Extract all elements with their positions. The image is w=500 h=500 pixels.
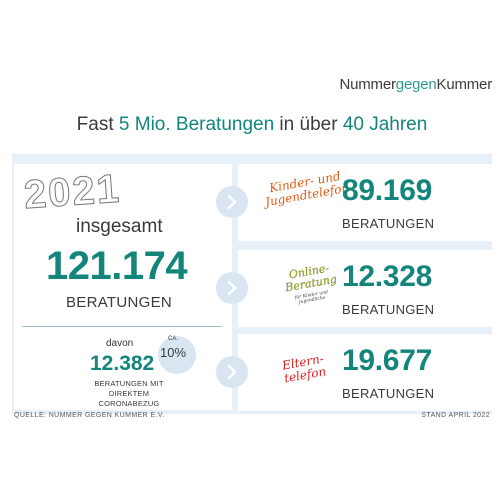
total-label: BERATUNGEN [66,294,173,311]
brand-part-2: gegen [395,76,437,93]
headline-text-1: Fast [76,114,119,135]
service-card-eltern: Eltern-telefon 19.677 BERATUNGEN [238,334,492,411]
davon-label: davon [106,338,134,349]
percent-value: 10% [160,345,187,360]
chevron-right-icon [216,186,248,218]
service-card-kinder: Kinder- und Jugendtelefon 89.169 BERATUN… [238,164,492,241]
brand-part-3: Kummer [436,76,493,93]
service-value: 89.169 [342,174,432,207]
year-label: 2021 [22,166,123,218]
corona-label: BERATUNGEN MIT DIREKTEM CORONABEZUG [94,379,164,408]
service-card-online: Online-Beratung für Kinder und Jugendlic… [238,250,492,327]
headline-text-2: in über [274,114,343,135]
brand-part-1: Nummer [339,76,396,93]
total-value: 121.174 [46,244,188,288]
service-label: BERATUNGEN [342,386,435,401]
service-name: Eltern-telefon [280,351,328,386]
chevron-right-icon [216,356,248,388]
service-value: 12.328 [342,260,432,293]
chevron-right-icon [216,272,248,304]
headline-highlight-2: 40 Jahren [342,114,428,135]
brand-logo: NummergegenKummer [339,76,492,93]
insgesamt-label: insgesamt [76,216,163,237]
headline-box: Fast 5 Mio. Beratungen in über 40 Jahren [12,96,492,156]
service-label: BERATUNGEN [342,302,435,317]
headline: Fast 5 Mio. Beratungen in über 40 Jahren [77,114,428,136]
summary-card: 2021 insgesamt 121.174 BERATUNGEN davon … [14,164,232,410]
source-note: QUELLE: NUMMER GEGEN KUMMER E.V. [14,412,165,419]
date-note: STAND APRIL 2022 [421,412,490,419]
divider [22,326,222,327]
ca-label: CA. [168,336,179,342]
headline-highlight-1: 5 Mio. Beratungen [118,114,275,135]
percent-circle [158,336,196,374]
service-label: BERATUNGEN [342,216,435,231]
service-value: 19.677 [342,344,432,377]
corona-value: 12.382 [90,352,155,375]
